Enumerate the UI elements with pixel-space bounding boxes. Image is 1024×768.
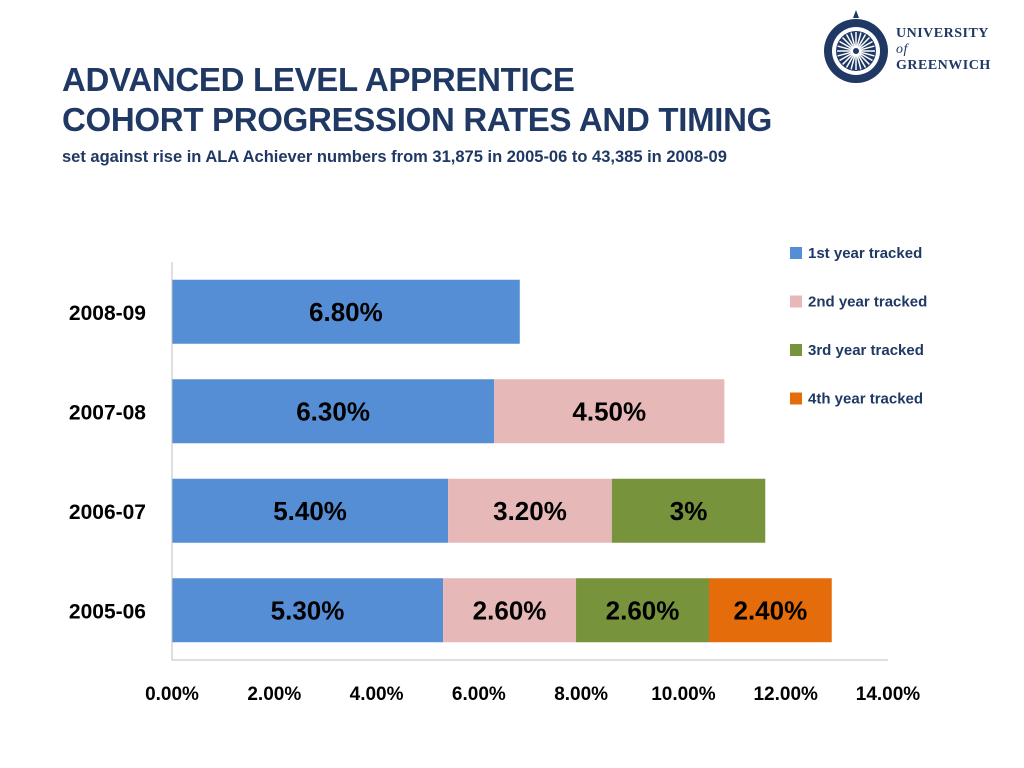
data-label: 5.30%: [271, 595, 345, 625]
x-tick-label: 8.00%: [554, 684, 608, 705]
category-label: 2005-06: [69, 600, 146, 623]
x-tick-label: 2.00%: [247, 684, 301, 705]
x-tick-label: 0.00%: [145, 684, 199, 705]
bar-2005-06-s2: [443, 578, 577, 643]
title-block: ADVANCED LEVEL APPRENTICE COHORT PROGRES…: [62, 60, 772, 167]
data-label: 6.30%: [296, 396, 370, 426]
data-label: 6.80%: [309, 297, 383, 327]
bar-2005-06-s3: [576, 578, 709, 643]
page-subtitle: set against rise in ALA Achiever numbers…: [62, 148, 727, 166]
university-logo: UNIVERSITY of GREENWICH: [820, 6, 1020, 86]
legend-swatch: [790, 344, 802, 356]
legend-entry: 3rd year tracked: [808, 342, 924, 359]
data-label: 3.20%: [493, 496, 567, 526]
bar-2007-08-s1: [172, 379, 495, 444]
bar-2006-07-s2: [448, 478, 612, 543]
bar-2006-07-s3: [611, 478, 766, 543]
x-tick-label: 14.00%: [856, 684, 921, 705]
data-label: 2.40%: [734, 595, 808, 625]
x-tick-label: 6.00%: [452, 684, 506, 705]
page-title-line-1: ADVANCED LEVEL APPRENTICE: [62, 61, 575, 98]
legend-entry: 4th year tracked: [808, 391, 923, 408]
legend-entry: 2nd year tracked: [808, 294, 927, 311]
category-label: 2007-08: [69, 401, 146, 424]
legend-swatch: [790, 295, 802, 308]
wordmark-line-2: of: [896, 42, 908, 57]
x-tick-label: 10.00%: [651, 684, 716, 705]
x-tick-label: 4.00%: [350, 684, 404, 705]
x-tick-label: 12.00%: [753, 684, 818, 705]
wordmark-line-3: GREENWICH: [896, 58, 991, 73]
wordmark-line-1: UNIVERSITY: [896, 26, 989, 41]
university-wordmark: UNIVERSITY of GREENWICH: [896, 26, 991, 74]
legend-swatch: [790, 247, 802, 259]
university-seal-icon: [824, 10, 888, 83]
data-label: 3%: [670, 496, 708, 526]
bar-2007-08-s2: [494, 379, 725, 444]
bar-2008-09-s1: [172, 279, 520, 344]
data-label: 2.60%: [606, 595, 680, 625]
legend-swatch: [790, 392, 802, 405]
page-title-line-2: COHORT PROGRESSION RATES AND TIMING: [62, 101, 773, 138]
legend-entry: 1st year tracked: [808, 245, 922, 262]
bar-2005-06-s4: [709, 578, 832, 643]
data-label: 4.50%: [572, 396, 646, 426]
category-label: 2008-09: [69, 302, 146, 325]
data-label: 5.40%: [273, 496, 347, 526]
bar-2005-06-s1: [172, 578, 444, 643]
category-label: 2006-07: [69, 501, 146, 524]
bar-2006-07-s1: [172, 478, 449, 543]
data-label: 2.60%: [473, 595, 547, 625]
